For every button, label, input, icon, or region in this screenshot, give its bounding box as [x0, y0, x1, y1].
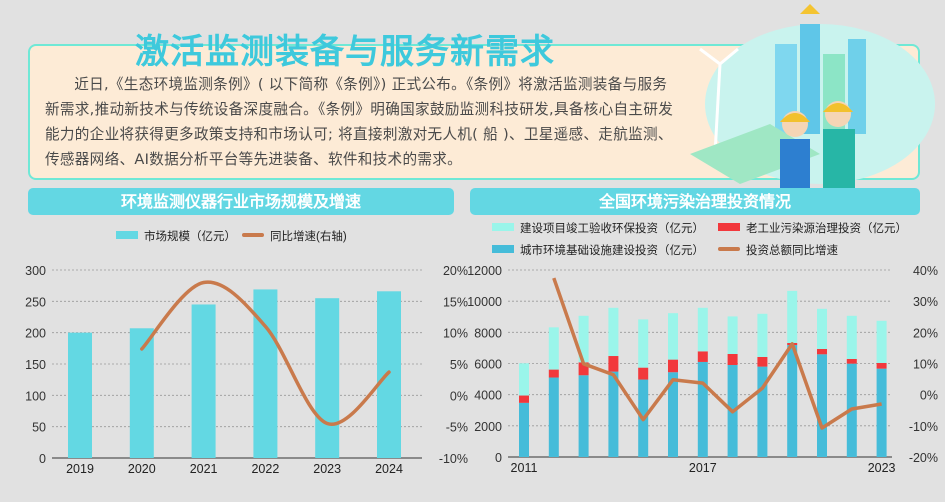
bar-segment-2016-2 — [668, 313, 678, 360]
y2-tick-label: 30% — [913, 295, 938, 309]
y-tick-label: 12000 — [467, 264, 502, 278]
y-tick-label: 10000 — [467, 295, 502, 309]
legend-bar-swatch — [718, 223, 740, 231]
x-tick-label: 2017 — [689, 461, 717, 475]
legend-label: 城市环境基础设施建设投资（亿元） — [520, 243, 704, 257]
y-tick-label: 4000 — [474, 389, 502, 403]
bar-market-size-2023 — [315, 298, 340, 458]
bar-segment-2020-2 — [787, 290, 798, 344]
y-tick-label: 0 — [495, 451, 502, 465]
x-tick-label: 2020 — [128, 462, 156, 476]
y2-tick-label: 10% — [443, 327, 468, 341]
y-tick-label: 50 — [32, 421, 46, 435]
y-tick-label: 150 — [25, 358, 46, 372]
bar-segment-2022-2 — [846, 315, 857, 359]
total-growth-line — [552, 277, 882, 430]
y-tick-label: 200 — [25, 327, 46, 341]
bar-segment-2021-0 — [817, 354, 827, 457]
bar-market-size-2024 — [377, 291, 401, 458]
bar-segment-2011-0 — [519, 402, 529, 457]
x-tick-label: 2023 — [313, 462, 341, 476]
legend-label: 老工业污染源治理投资（亿元） — [746, 221, 907, 235]
bar-segment-2011-1 — [519, 395, 529, 403]
intro-text: 近日,《生态环境监测条例》( 以下简称《条例》) 正式公布。《条例》将激活监测装… — [45, 76, 674, 168]
legend-line-swatch — [718, 247, 740, 251]
bar-segment-2018-2 — [727, 316, 738, 354]
bar-market-size-2021 — [191, 304, 216, 458]
left-chart-title: 环境监测仪器行业市场规模及增速 — [28, 188, 454, 215]
y-tick-label: 250 — [25, 295, 46, 309]
legend-bar-swatch — [492, 223, 514, 231]
y2-tick-label: -10% — [439, 452, 468, 466]
y2-tick-label: 20% — [913, 326, 938, 340]
bar-segment-2019-1 — [757, 356, 768, 367]
right-chart-title: 全国环境污染治理投资情况 — [470, 188, 920, 215]
bar-segment-2019-2 — [757, 313, 768, 357]
bar-segment-2021-1 — [817, 349, 827, 355]
bar-segment-2012-1 — [548, 369, 559, 378]
workers-wind-solar-city-illustration-icon — [690, 4, 935, 189]
page-title: 激活监测装备与服务新需求 — [135, 32, 555, 72]
x-tick-label: 2021 — [190, 462, 218, 476]
legend-label: 市场规模（亿元） — [144, 229, 236, 243]
bar-segment-2021-2 — [817, 308, 827, 350]
y2-tick-label: 5% — [450, 358, 468, 372]
bar-segment-2015-2 — [638, 319, 649, 368]
y2-tick-label: 40% — [913, 264, 938, 278]
bar-segment-2017-1 — [697, 351, 708, 362]
bar-segment-2014-0 — [608, 371, 619, 457]
x-tick-label: 2024 — [375, 462, 403, 476]
y-tick-label: 2000 — [474, 420, 502, 434]
bar-market-size-2019 — [68, 332, 92, 458]
bar-segment-2016-1 — [668, 359, 678, 373]
bar-segment-2017-2 — [697, 307, 708, 352]
bar-segment-2014-1 — [608, 356, 619, 372]
y-tick-label: 8000 — [474, 326, 502, 340]
y2-tick-label: -20% — [909, 451, 938, 465]
bar-segment-2020-0 — [787, 345, 798, 457]
bar-segment-2019-0 — [757, 366, 768, 457]
bar-segment-2012-0 — [548, 377, 559, 457]
y2-tick-label: 0% — [450, 389, 468, 403]
x-tick-label: 2011 — [511, 461, 538, 475]
x-tick-label: 2019 — [66, 462, 94, 476]
legend-bar-swatch — [116, 231, 138, 239]
x-tick-label: 2023 — [868, 461, 896, 475]
bar-segment-2011-2 — [519, 363, 529, 396]
bar-segment-2023-0 — [876, 368, 887, 457]
legend-line-swatch — [242, 233, 264, 237]
bar-segment-2013-2 — [578, 315, 589, 363]
y2-tick-label: 10% — [913, 358, 938, 372]
y-tick-label: 6000 — [474, 358, 502, 372]
bar-segment-2013-1 — [578, 362, 589, 376]
x-tick-label: 2022 — [251, 462, 279, 476]
y-tick-label: 0 — [39, 452, 46, 466]
bar-segment-2023-2 — [876, 320, 887, 363]
bar-segment-2022-1 — [846, 358, 857, 364]
y-tick-label: 100 — [25, 389, 46, 403]
y2-tick-label: 15% — [443, 295, 468, 309]
y2-tick-label: 0% — [920, 389, 938, 403]
legend-label: 建设项目竣工验收环保投资（亿元） — [520, 221, 704, 235]
y-tick-label: 300 — [25, 264, 46, 278]
y2-tick-label: 20% — [443, 264, 468, 278]
bar-segment-2015-1 — [638, 367, 649, 380]
bar-segment-2013-0 — [578, 375, 589, 457]
y2-tick-label: -5% — [446, 421, 468, 435]
bar-segment-2016-0 — [668, 372, 678, 457]
legend-label: 同比增速(右轴) — [270, 229, 347, 243]
bar-segment-2014-2 — [608, 307, 619, 357]
bar-segment-2017-0 — [697, 361, 708, 457]
bar-segment-2018-1 — [727, 353, 738, 365]
bar-segment-2012-2 — [548, 327, 559, 370]
legend-bar-swatch — [492, 245, 514, 253]
bar-segment-2023-1 — [876, 362, 887, 369]
legend-label: 投资总额同比增速 — [746, 243, 838, 257]
y2-tick-label: -10% — [909, 420, 938, 434]
